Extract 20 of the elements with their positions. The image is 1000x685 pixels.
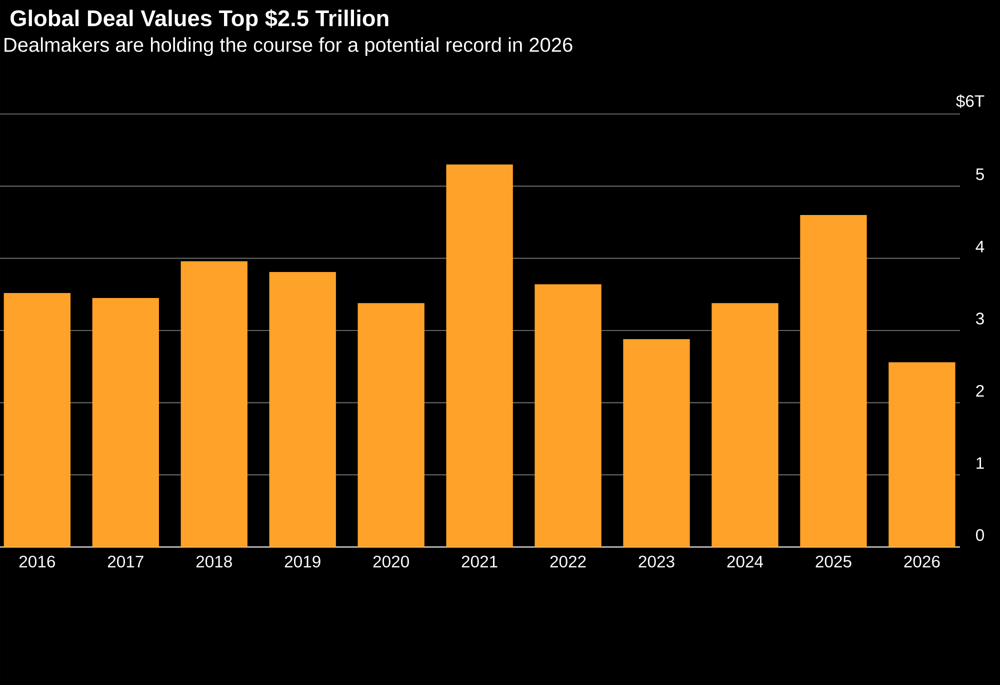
chart-subtitle: Dealmakers are holding the course for a potential record in 2026 xyxy=(4,37,572,56)
x-tick-label: 2021 xyxy=(462,556,498,568)
x-tick-label: 2016 xyxy=(19,556,55,568)
x-tick-label: 2022 xyxy=(550,556,586,568)
x-tick-label: 2020 xyxy=(373,556,409,568)
x-tick-label: 2026 xyxy=(904,556,940,568)
y-tick-label: 3 xyxy=(976,312,984,324)
y-tick-label: $6T xyxy=(956,94,984,108)
y-tick-label: 5 xyxy=(976,168,984,180)
chart-title: Global Deal Values Top $2.5 Trillion xyxy=(10,9,388,31)
x-tick-label: 2025 xyxy=(816,556,852,568)
x-tick-label: 2018 xyxy=(196,556,232,568)
x-tick-label: 2017 xyxy=(108,556,144,568)
y-tick-label: 1 xyxy=(976,457,984,469)
x-tick-label: 2024 xyxy=(727,556,764,568)
y-tick-label: 4 xyxy=(976,240,984,252)
x-tick-label: 2023 xyxy=(638,556,674,568)
y-tick-label: 2 xyxy=(976,384,984,397)
y-tick-label: 0 xyxy=(976,529,984,541)
x-tick-label: 2019 xyxy=(284,556,320,568)
